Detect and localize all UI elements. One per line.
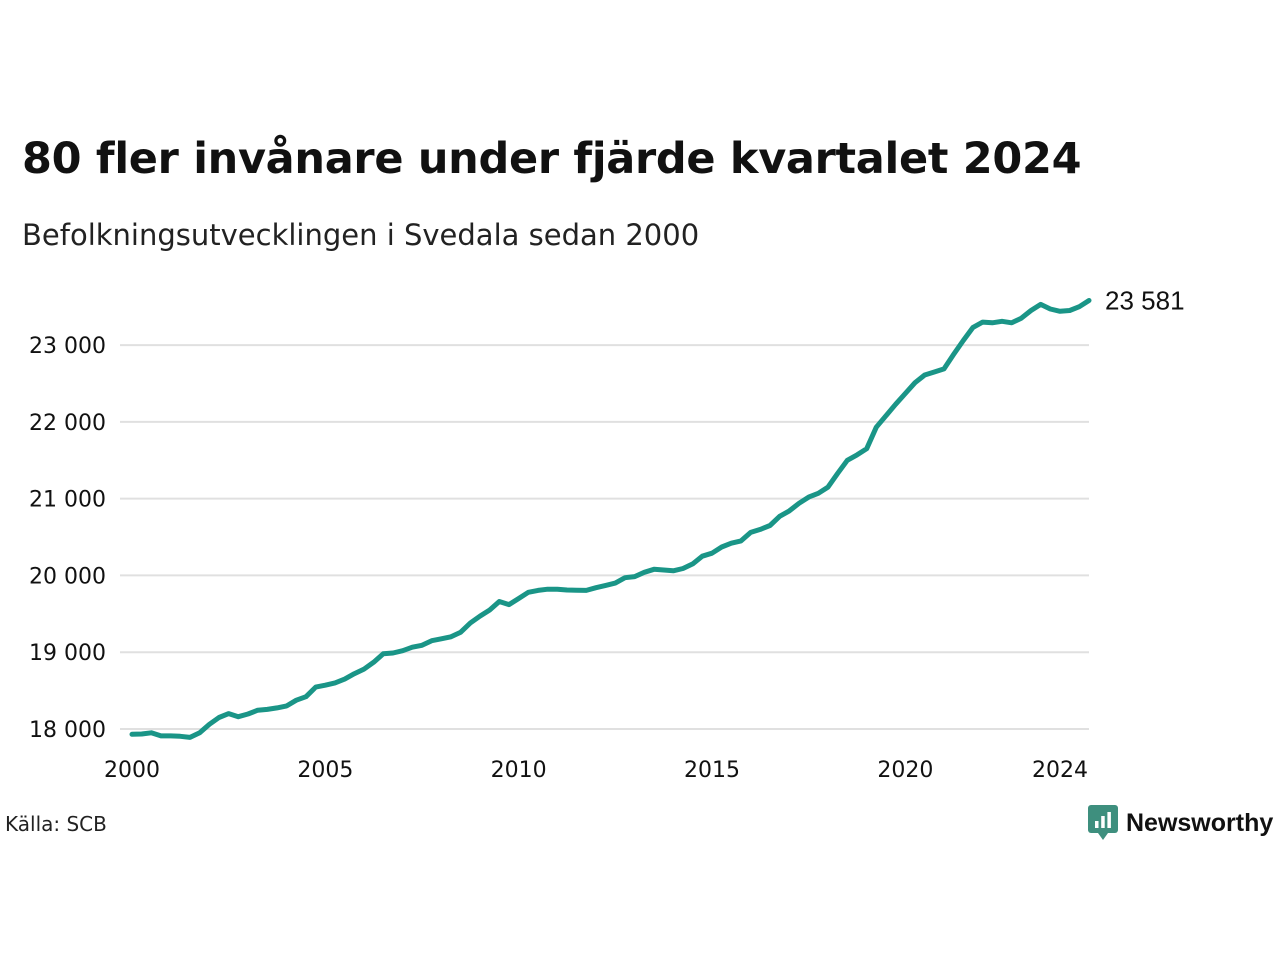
brand-name: Newsworthy xyxy=(1126,808,1274,837)
y-tick-label: 18 000 xyxy=(29,718,106,743)
y-tick-label: 19 000 xyxy=(29,641,106,666)
x-axis-tick-labels: 2000 2005 2010 2015 2020 2024 xyxy=(104,758,1088,783)
newsworthy-icon xyxy=(1088,805,1118,840)
x-tick-label: 2010 xyxy=(491,758,547,783)
x-tick-label: 2000 xyxy=(104,758,160,783)
series-layer xyxy=(129,298,1092,740)
series-line xyxy=(129,298,1092,740)
x-tick-label: 2024 xyxy=(1032,758,1088,783)
y-tick-label: 22 000 xyxy=(29,411,106,436)
end-value-label: 23 581 xyxy=(1105,285,1185,315)
y-axis-tick-labels: 18 000 19 000 20 000 21 000 22 000 23 000 xyxy=(29,334,106,743)
x-tick-label: 2020 xyxy=(877,758,933,783)
x-tick-label: 2015 xyxy=(684,758,740,783)
gridlines xyxy=(120,344,1089,730)
source-note: Källa: SCB xyxy=(5,812,107,836)
chart-subtitle: Befolkningsutvecklingen i Svedala sedan … xyxy=(22,218,700,252)
chart-title: 80 fler invånare under fjärde kvartalet … xyxy=(22,134,1082,184)
newsworthy-logo: Newsworthy xyxy=(1088,805,1273,841)
y-tick-label: 21 000 xyxy=(29,488,106,513)
x-tick-label: 2005 xyxy=(297,758,353,783)
y-tick-label: 20 000 xyxy=(29,564,106,589)
y-tick-label: 23 000 xyxy=(29,334,106,359)
